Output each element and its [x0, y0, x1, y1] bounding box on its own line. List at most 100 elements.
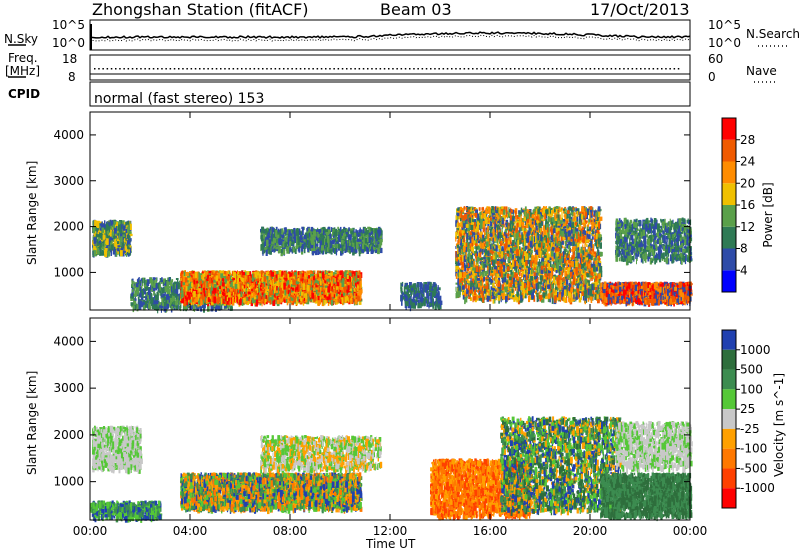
- freq-point: [594, 68, 596, 70]
- freq-point: [333, 68, 335, 70]
- freq-point: [636, 68, 638, 70]
- freq-point: [136, 68, 138, 70]
- freq-point: [132, 68, 134, 70]
- echo-pixel: [95, 221, 98, 227]
- echo-pixel: [123, 226, 126, 231]
- echo-pixel: [107, 231, 110, 235]
- echo-pixel: [156, 278, 157, 283]
- echo-pixel: [127, 241, 128, 245]
- freq-point: [153, 68, 155, 70]
- echo-pixel: [173, 282, 175, 284]
- freq-point: [321, 68, 323, 70]
- freq-point: [560, 68, 562, 70]
- freq-point: [426, 68, 428, 70]
- freq-point: [606, 68, 608, 70]
- echo-pixel: [102, 228, 104, 233]
- freq-point: [115, 68, 117, 70]
- echo-pixel: [122, 233, 125, 235]
- echo-pixel: [337, 271, 339, 275]
- echo-pixel: [200, 306, 202, 311]
- echo-pixel: [97, 234, 100, 237]
- freq-point: [640, 68, 642, 70]
- echo-pixel: [175, 301, 178, 306]
- freq-point: [195, 68, 197, 70]
- freq-point: [644, 68, 646, 70]
- echo-pixel: [234, 289, 236, 295]
- freq-point: [564, 68, 566, 70]
- echo-pixel: [102, 250, 103, 253]
- freq-point: [573, 68, 575, 70]
- echo-pixel: [106, 223, 109, 230]
- freq-point: [228, 68, 230, 70]
- echo-pixel: [150, 302, 152, 306]
- freq-point: [312, 68, 314, 70]
- freq-point: [518, 68, 520, 70]
- freq-point: [611, 68, 613, 70]
- freq-point: [632, 68, 634, 70]
- freq-point: [128, 68, 130, 70]
- echo-pixel: [318, 299, 320, 306]
- freq-point: [157, 68, 159, 70]
- freq-point: [338, 68, 340, 70]
- echo-pixel: [137, 290, 139, 292]
- echo-pixel: [115, 252, 117, 257]
- echo-pixel: [175, 284, 176, 289]
- echo-pixel: [119, 234, 120, 240]
- echo-pixel: [161, 297, 163, 303]
- echo-pixel: [136, 283, 139, 287]
- echo-pixel: [114, 228, 117, 234]
- echo-pixel: [130, 234, 133, 236]
- echo-pixel: [150, 285, 151, 290]
- echo-pixel: [94, 237, 97, 244]
- freq-point: [342, 68, 344, 70]
- freq-point: [438, 68, 440, 70]
- echo-pixel: [142, 302, 143, 306]
- freq-point: [476, 68, 478, 70]
- echo-pixel: [108, 246, 109, 249]
- echo-pixel: [360, 294, 361, 300]
- freq-point: [413, 68, 415, 70]
- freq-point: [535, 68, 537, 70]
- freq-point: [472, 68, 474, 70]
- echo-pixel: [166, 294, 169, 299]
- freq-point: [497, 68, 499, 70]
- freq-point: [98, 68, 100, 70]
- freq-point: [665, 68, 667, 70]
- freq-point: [94, 68, 96, 70]
- freq-point: [224, 68, 226, 70]
- echo-pixel: [123, 235, 125, 237]
- echo-pixel: [289, 298, 290, 301]
- echo-pixel: [127, 235, 130, 238]
- freq-point: [329, 68, 331, 70]
- echo-pixel: [140, 301, 142, 305]
- echo-pixel: [171, 279, 173, 282]
- echo-pixel: [107, 251, 110, 257]
- freq-point: [191, 68, 193, 70]
- freq-point: [262, 68, 264, 70]
- freq-point: [254, 68, 256, 70]
- echo-pixel: [142, 292, 144, 296]
- echo-pixel: [100, 246, 101, 251]
- echo-pixel: [140, 287, 142, 292]
- freq-point: [161, 68, 163, 70]
- freq-point: [165, 68, 167, 70]
- echo-pixel: [94, 250, 96, 256]
- echo-pixel: [113, 250, 116, 255]
- echo-pixel: [167, 304, 170, 309]
- echo-pixel: [150, 293, 152, 300]
- echo-pixel: [117, 248, 119, 251]
- echo-pixel: [142, 283, 144, 286]
- freq-point: [182, 68, 184, 70]
- freq-point: [388, 68, 390, 70]
- echo-pixel: [184, 271, 186, 276]
- freq-point: [325, 68, 327, 70]
- echo-pixel: [300, 292, 301, 297]
- freq-point: [119, 68, 121, 70]
- freq-point: [107, 68, 109, 70]
- echo-pixel: [104, 240, 105, 247]
- echo-pixel: [120, 250, 123, 256]
- freq-point: [514, 68, 516, 70]
- echo-pixel: [175, 294, 177, 300]
- freq-point: [304, 68, 306, 70]
- freq-point: [275, 68, 277, 70]
